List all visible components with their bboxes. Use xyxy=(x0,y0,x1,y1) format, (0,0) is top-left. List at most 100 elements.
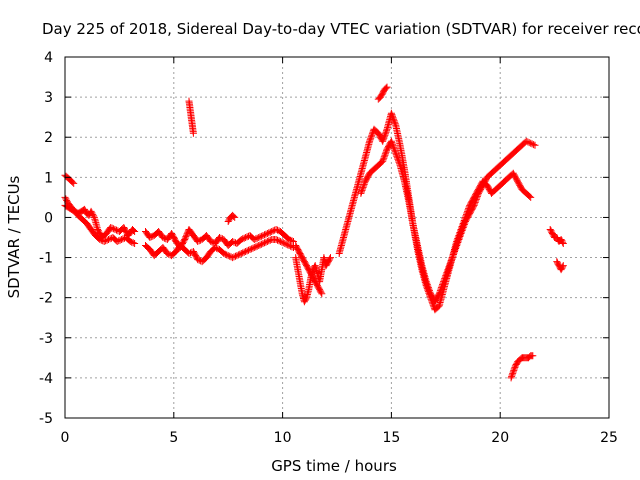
data-point xyxy=(425,285,433,293)
data-point xyxy=(105,236,112,243)
y-tick-label: 2 xyxy=(44,130,53,146)
data-point xyxy=(233,252,241,260)
data-point xyxy=(326,255,334,263)
data-point xyxy=(302,295,310,303)
data-point xyxy=(380,133,388,141)
data-point xyxy=(272,236,280,243)
data-layer xyxy=(61,83,567,382)
data-point xyxy=(89,210,97,218)
data-point xyxy=(281,240,289,247)
data-point xyxy=(510,365,518,373)
y-tick-label: 3 xyxy=(44,90,53,106)
data-point xyxy=(285,242,293,249)
data-point xyxy=(250,244,258,251)
data-point xyxy=(213,244,221,252)
data-point xyxy=(457,226,465,233)
data-point xyxy=(285,236,293,243)
data-point xyxy=(116,236,124,244)
data-point xyxy=(131,240,139,247)
data-point xyxy=(559,238,567,246)
data-point xyxy=(359,183,367,191)
data-point xyxy=(390,117,398,125)
data-point xyxy=(259,232,267,239)
y-tick-label: -3 xyxy=(39,331,53,347)
data-point xyxy=(287,236,295,244)
data-point xyxy=(261,239,268,247)
data-point xyxy=(189,129,197,137)
data-point xyxy=(388,111,396,119)
data-point xyxy=(261,231,268,239)
x-tick-label: 10 xyxy=(274,430,292,446)
data-point xyxy=(236,250,244,258)
data-point xyxy=(358,186,366,194)
data-point xyxy=(559,262,567,270)
data-point xyxy=(381,130,389,138)
data-point xyxy=(279,239,287,247)
data-point xyxy=(194,256,202,264)
data-point xyxy=(317,288,325,296)
data-point xyxy=(509,369,517,377)
data-point xyxy=(290,238,297,245)
data-point xyxy=(445,264,452,272)
data-point xyxy=(508,372,516,380)
data-point xyxy=(559,263,567,271)
data-point xyxy=(223,251,231,259)
plot-frame xyxy=(64,56,610,419)
data-point xyxy=(440,278,448,286)
data-point xyxy=(147,233,155,241)
data-point xyxy=(262,230,270,238)
data-point xyxy=(118,236,126,243)
data-point xyxy=(255,234,263,241)
data-point xyxy=(262,238,270,246)
data-point xyxy=(531,141,539,149)
data-point xyxy=(252,235,260,243)
data-point xyxy=(229,238,237,245)
data-point xyxy=(237,236,245,243)
data-point xyxy=(461,215,469,223)
data-point xyxy=(129,239,137,247)
data-point xyxy=(232,252,239,260)
data-point xyxy=(256,241,264,249)
data-point xyxy=(439,281,446,289)
data-point xyxy=(527,139,535,147)
data-point xyxy=(437,284,445,292)
data-point xyxy=(194,238,202,245)
data-point xyxy=(207,238,215,245)
data-point xyxy=(380,153,388,161)
data-point xyxy=(266,236,274,244)
data-point xyxy=(284,241,292,249)
data-point xyxy=(87,207,95,215)
data-point xyxy=(389,114,397,122)
data-point xyxy=(278,238,286,246)
chart-title: Day 225 of 2018, Sidereal Day-to-day VTE… xyxy=(42,20,640,38)
data-point xyxy=(454,233,462,241)
data-point xyxy=(243,247,251,255)
data-point xyxy=(250,236,258,243)
x-tick-label: 0 xyxy=(61,430,70,446)
data-point xyxy=(391,120,399,128)
data-point xyxy=(288,237,296,245)
data-point xyxy=(253,234,261,242)
y-tick-label: 0 xyxy=(44,210,53,226)
data-point xyxy=(446,261,454,269)
data-point xyxy=(275,237,283,245)
data-point xyxy=(128,238,136,246)
data-point xyxy=(211,244,219,251)
x-tick-label: 25 xyxy=(600,430,618,446)
data-point xyxy=(395,158,403,166)
data-point xyxy=(441,275,449,283)
data-point xyxy=(382,84,390,92)
data-point xyxy=(216,234,223,241)
y-tick-label: -4 xyxy=(39,371,53,387)
data-point xyxy=(465,204,473,212)
data-point xyxy=(130,227,137,234)
data-point xyxy=(230,212,238,220)
data-point xyxy=(388,139,396,147)
data-point xyxy=(111,226,119,233)
data-point xyxy=(181,234,189,242)
data-point xyxy=(252,243,260,251)
data-point xyxy=(394,155,402,163)
data-point xyxy=(458,223,466,230)
data-point xyxy=(240,234,248,242)
